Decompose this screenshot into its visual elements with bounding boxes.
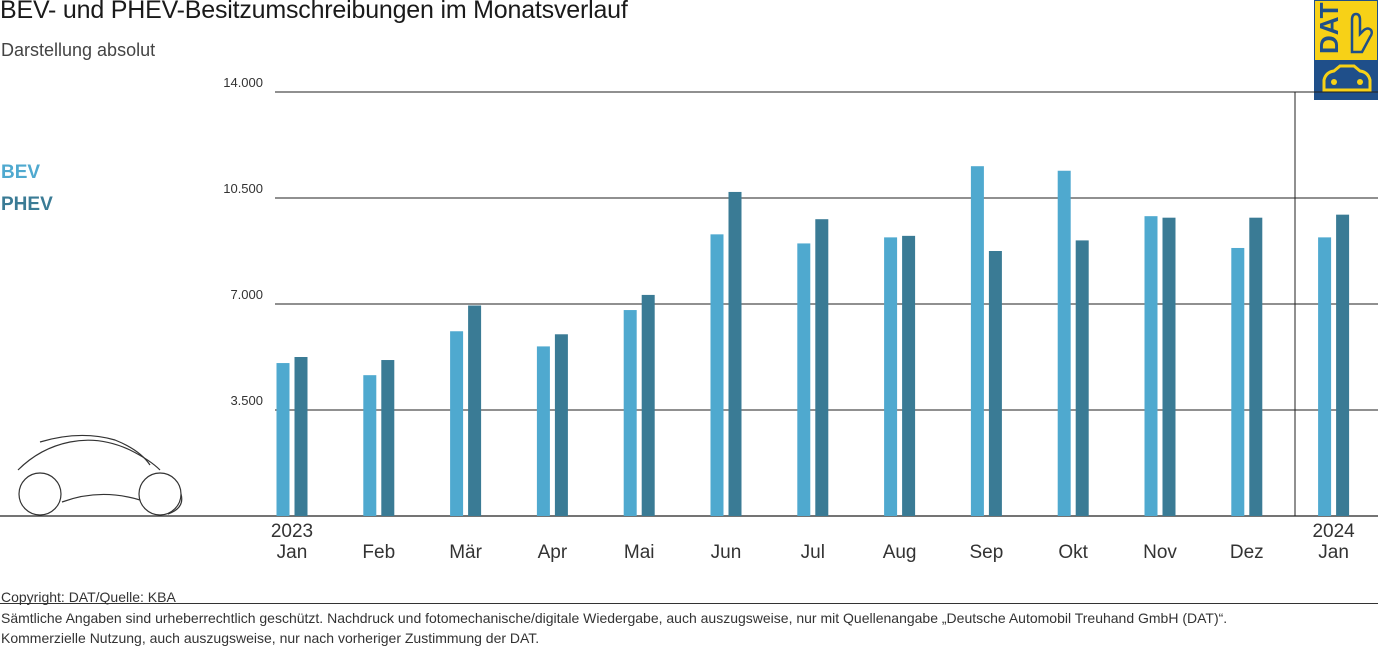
y-tick-label: 10.500: [223, 181, 263, 196]
footer-copyright: Copyright: DAT/Quelle: KBA: [1, 589, 176, 605]
x-tick-label: Okt: [1058, 542, 1088, 563]
footer-divider: [0, 603, 1378, 604]
y-tick-label: 3.500: [230, 393, 263, 408]
bar-phev-4: [641, 294, 655, 516]
bars-layer: [276, 166, 1350, 517]
y-tick-label: 7.000: [230, 287, 263, 302]
legend-entry-bev: BEV: [1, 162, 41, 183]
bar-bev-7: [884, 237, 898, 516]
bar-bev-5: [710, 234, 724, 517]
x-tick-label: Jul: [801, 542, 825, 563]
footer-commercial: Kommerzielle Nutzung, auch auszugsweise,…: [1, 630, 540, 646]
chart-subtitle: Darstellung absolut: [1, 40, 156, 60]
x-tick-label: Feb: [362, 542, 395, 563]
footer-rights: Sämtliche Angaben sind urheberrechtlich …: [1, 610, 1228, 626]
bar-phev-5: [728, 191, 742, 516]
dat-logo: DAT: [1314, 0, 1378, 100]
x-tick-label: Mai: [624, 542, 655, 563]
bar-phev-10: [1162, 217, 1176, 516]
bar-bev-10: [1144, 216, 1158, 516]
x-tick-label: Dez: [1230, 542, 1264, 563]
bar-bev-9: [1057, 170, 1071, 516]
bar-phev-6: [815, 219, 829, 516]
bar-bev-6: [797, 243, 811, 516]
bar-bev-3: [536, 346, 550, 516]
hand-icon: [1350, 12, 1374, 54]
x-year-label: 2023: [271, 521, 313, 542]
bar-phev-7: [902, 235, 916, 516]
legend-entry-phev: PHEV: [1, 194, 53, 215]
x-tick-label: Sep: [969, 542, 1003, 563]
x-tick-label: Nov: [1143, 542, 1177, 563]
bar-phev-1: [381, 360, 395, 516]
bar-phev-3: [554, 334, 568, 516]
bar-phev-8: [988, 251, 1002, 516]
logo-text: DAT: [1314, 2, 1344, 54]
bar-phev-2: [468, 305, 482, 516]
bar-bev-4: [623, 310, 637, 516]
car-outline-icon: [17, 434, 183, 516]
bar-bev-1: [363, 375, 377, 516]
bar-bev-2: [450, 331, 464, 516]
x-tick-label: Jan: [277, 542, 308, 563]
x-tick-label: Jan: [1318, 542, 1349, 563]
y-tick-label: 14.000: [223, 75, 263, 90]
chart-title: BEV- und PHEV-Besitzumschreibungen im Mo…: [0, 0, 628, 24]
x-tick-label: Jun: [711, 542, 742, 563]
bar-phev-9: [1075, 240, 1089, 516]
x-tick-label: Aug: [883, 542, 917, 563]
x-tick-label: Mär: [449, 542, 482, 563]
bar-bev-11: [1231, 247, 1245, 516]
bar-bev-12: [1318, 237, 1332, 516]
bar-phev-11: [1249, 217, 1263, 516]
x-tick-label: Apr: [538, 542, 568, 563]
bar-phev-0: [294, 357, 308, 516]
car-icon: [1322, 64, 1372, 92]
car-light-left: [1331, 79, 1337, 85]
bar-bev-0: [276, 363, 290, 516]
car-light-right: [1357, 79, 1363, 85]
x-year-label: 2024: [1312, 521, 1355, 542]
legend: BEV PHEV: [1, 157, 53, 221]
bar-bev-8: [970, 166, 984, 516]
bar-phev-12: [1336, 214, 1350, 516]
